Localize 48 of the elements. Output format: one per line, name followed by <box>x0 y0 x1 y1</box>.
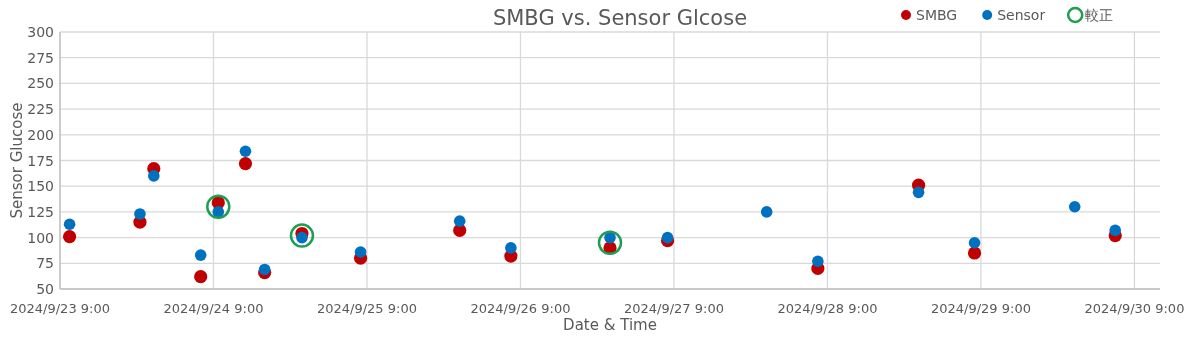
point <box>1109 224 1122 237</box>
y-tick-label: 125 <box>27 203 54 220</box>
y-tick-label: 175 <box>27 152 54 169</box>
point <box>912 186 925 199</box>
point <box>134 208 146 220</box>
point <box>258 263 271 276</box>
x-tick-label: 2024/9/29 9:00 <box>930 301 1031 316</box>
y-tick-label: 300 <box>27 24 54 40</box>
legend-label: SMBG <box>916 7 958 23</box>
point <box>968 236 981 249</box>
point <box>194 270 208 284</box>
point <box>148 170 160 182</box>
point <box>354 246 367 258</box>
x-tick-label: 2024/9/27 9:00 <box>623 301 724 316</box>
y-tick-label: 250 <box>27 75 54 92</box>
point <box>812 255 824 268</box>
x-axis-title: Date & Time <box>563 316 657 334</box>
point <box>63 218 76 231</box>
y-tick-label: 50 <box>36 281 54 297</box>
point <box>239 145 252 158</box>
chart-title: SMBG vs. Sensor Glcose <box>492 6 748 30</box>
legend-label: 較正 <box>1085 7 1114 23</box>
x-tick-label: 2024/9/28 9:00 <box>777 301 878 316</box>
legend-label: Sensor <box>997 7 1046 23</box>
x-tick-label: 2024/9/26 9:00 <box>470 301 571 316</box>
y-tick-label: 75 <box>36 255 54 272</box>
point <box>597 230 623 255</box>
point <box>505 242 517 254</box>
y-axis-title: Sensor Glucose <box>8 102 26 219</box>
point <box>62 229 77 244</box>
point <box>453 215 466 227</box>
x-tick-label: 2024/9/25 9:00 <box>316 301 417 316</box>
point <box>760 206 773 218</box>
point <box>661 231 674 244</box>
x-tick-label: 2024/9/23 9:00 <box>10 301 110 316</box>
x-tick-label: 2024/9/24 9:00 <box>163 301 264 316</box>
point <box>967 246 982 260</box>
point <box>206 194 231 220</box>
point <box>238 156 253 171</box>
y-tick-label: 200 <box>27 126 54 143</box>
x-tick-label: 2024/9/30 9:00 <box>1084 301 1185 316</box>
y-tick-label: 100 <box>27 229 54 246</box>
y-tick-label: 275 <box>27 49 54 66</box>
point <box>194 249 207 261</box>
point <box>289 223 315 248</box>
point <box>1068 200 1081 213</box>
y-tick-label: 225 <box>27 101 54 118</box>
y-tick-label: 150 <box>27 178 54 195</box>
